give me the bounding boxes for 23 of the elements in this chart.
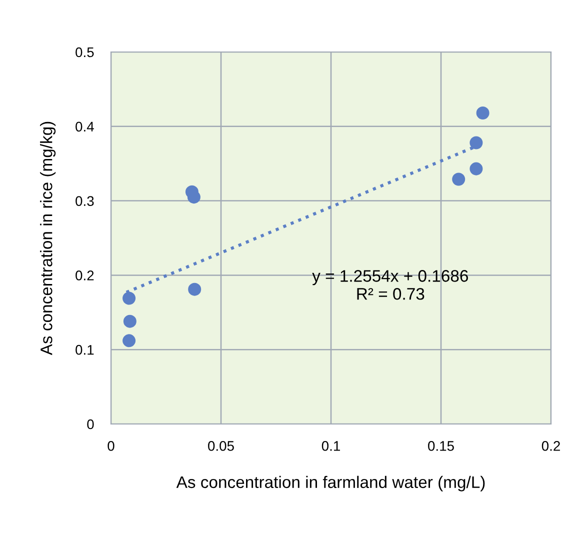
x-tick-label: 0.05 <box>208 441 234 451</box>
annotation: y = 1.2554x + 0.1686 R² = 0.73 <box>312 270 468 300</box>
point <box>122 334 136 348</box>
point <box>122 292 136 305</box>
y-tick-label: 0.4 <box>76 122 94 132</box>
x-tick-label: 0.1 <box>322 441 340 451</box>
x-tick-label: 0 <box>108 441 114 451</box>
y-tick-label: 0.5 <box>76 47 94 58</box>
y-tick-label: 0 <box>87 419 94 430</box>
point <box>476 106 490 120</box>
point <box>470 136 483 150</box>
point <box>188 282 202 296</box>
x-tick-label: 0.15 <box>428 441 454 451</box>
y-tick-label: 0.3 <box>76 196 94 206</box>
y-tick-label: 0.2 <box>76 270 94 280</box>
point <box>187 190 200 204</box>
point <box>470 162 483 176</box>
y-tick-label: 0.1 <box>76 344 94 355</box>
x-axis-title: As concentration in farmland water (mg/L) <box>176 476 485 492</box>
y-axis-title: As concentration in rice (mg/kg) <box>40 122 56 356</box>
point <box>452 172 466 186</box>
point <box>123 314 136 328</box>
x-tick-label: 0.2 <box>542 441 560 451</box>
